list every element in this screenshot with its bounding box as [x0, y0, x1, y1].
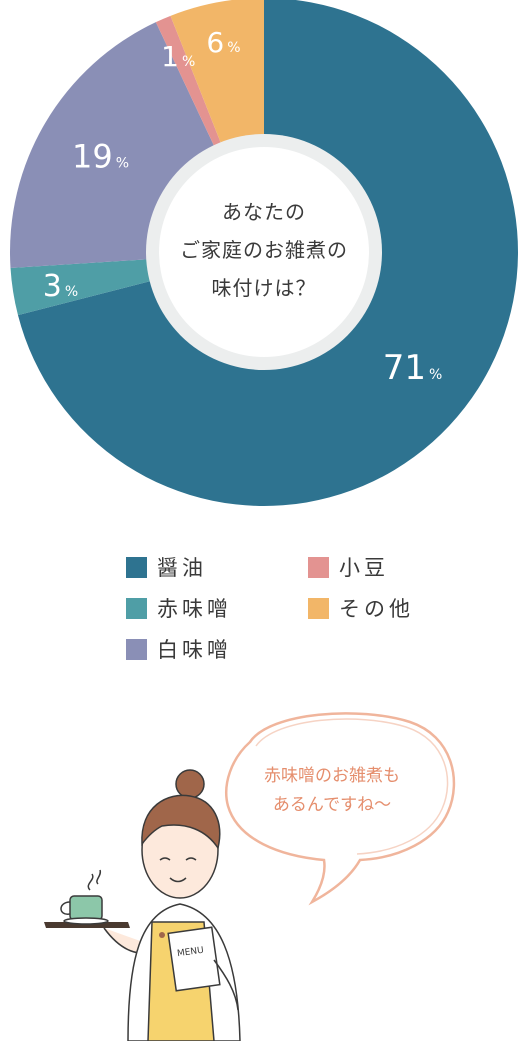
percent-label: 19%: [72, 137, 129, 175]
legend-swatch: [126, 638, 147, 660]
legend-label: 小豆: [339, 556, 389, 580]
legend-swatch: [126, 556, 147, 578]
hair-bun: [175, 769, 205, 799]
speech-bubble: [225, 712, 456, 906]
pie-chart: 71 % 3 % 19 % 1 % 6% あなたの ご家庭のお雑煮の 味付けは？: [9, 0, 518, 506]
speech-bubble-line: 赤味噌のお雑煮も: [264, 766, 400, 786]
speech-bubble-outline-inner: [255, 718, 449, 855]
percent-label: 6%: [206, 26, 240, 59]
legend-swatch: [308, 597, 329, 619]
legend-item: その他: [308, 593, 414, 623]
legend-swatch: [308, 556, 329, 578]
speech-bubble-line: あるんですね～: [272, 795, 392, 815]
chart-title-line-1: あなたの: [222, 200, 306, 224]
menu-card-icon: MENU: [167, 926, 221, 992]
center-circle: [159, 147, 369, 357]
legend-item: 白味噌: [126, 634, 232, 664]
tray-icon: [44, 922, 130, 928]
woman-waitress-icon: MENU: [44, 769, 241, 1041]
legend-item: 醤油: [126, 552, 207, 582]
percent-label: 71%: [383, 348, 443, 388]
right-arm: [213, 959, 239, 1011]
hair: [141, 794, 221, 850]
chart-title-line-2: ご家庭のお雑煮の: [180, 238, 348, 262]
percent-label: 1%: [161, 40, 195, 73]
eyes: [159, 857, 197, 861]
legend-label: 赤味噌: [157, 597, 232, 621]
legend-label: 白味噌: [157, 638, 232, 662]
chart-title-line-3: 味付けは？: [212, 276, 317, 300]
smile: [169, 877, 187, 883]
legend-item: 赤味噌: [126, 593, 232, 623]
speech-bubble-text: 赤味噌のお雑煮も あるんですね～: [234, 762, 430, 820]
legend-swatch: [126, 597, 147, 619]
apron-button: [159, 932, 165, 938]
legend-label: 醤油: [157, 556, 207, 580]
coffee-cup-icon: [60, 869, 109, 925]
menu-card-text: MENU: [176, 946, 204, 960]
legend-label: その他: [339, 597, 414, 621]
legend-item: 小豆: [308, 552, 389, 582]
chart-legend: 醤油 小豆 赤味噌 その他 白味噌: [126, 552, 446, 672]
percent-labels: 71 % 3 % 19 % 1 % 6%: [43, 26, 442, 388]
percent-label: 3%: [43, 269, 78, 304]
speech-bubble-outline: [225, 712, 456, 906]
